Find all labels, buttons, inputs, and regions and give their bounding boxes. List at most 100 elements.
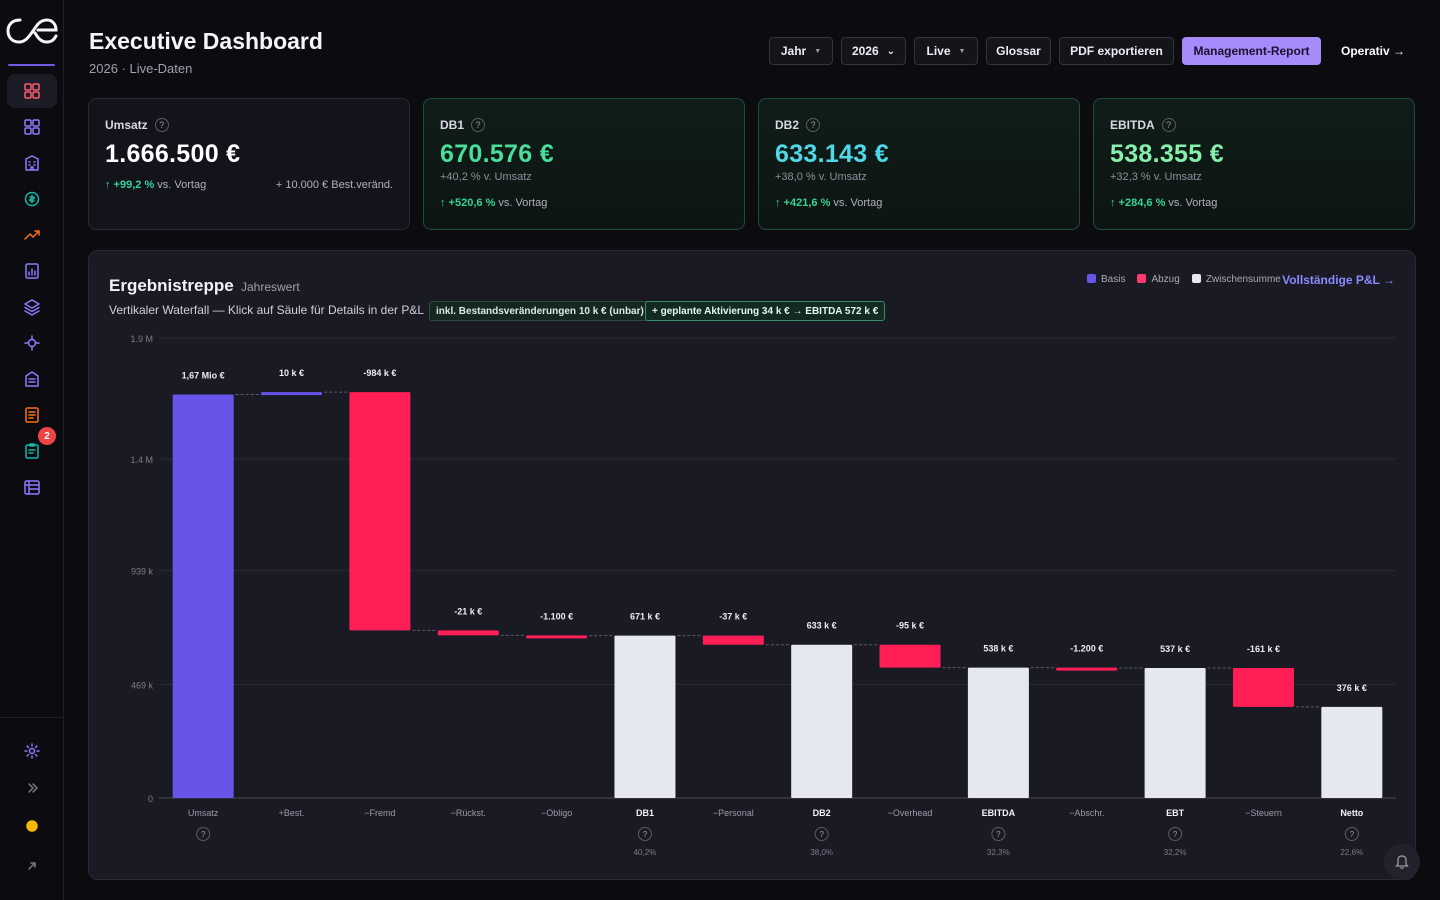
bar-value-label: -95 k €	[896, 621, 924, 631]
page-title: Executive Dashboard	[89, 28, 323, 54]
layers-icon	[24, 299, 40, 316]
caret-down-icon: ▼	[814, 47, 822, 55]
waterfall-bar-overhead[interactable]	[879, 644, 941, 668]
kpi-trend: ↑ +284,6 % vs. Vortag	[1110, 197, 1217, 209]
year-select[interactable]: 2026 ⌄	[841, 37, 906, 65]
kpi-label-text: Umsatz	[105, 118, 148, 132]
trend-percent: ↑ +284,6 %	[1110, 197, 1166, 209]
sidebar-item-trending-up[interactable]	[7, 218, 57, 252]
sidebar-external-link-button[interactable]	[7, 849, 57, 883]
bar-value-label: 537 k €	[1160, 644, 1190, 654]
waterfall-bar-umsatz[interactable]	[172, 394, 234, 798]
sidebar-item-dashboard[interactable]	[7, 74, 57, 108]
kpi-card-umsatz[interactable]: Umsatz? 1.666.500 € ↑ +99,2 % vs. Vortag…	[88, 98, 410, 230]
sidebar-item-clipboard[interactable]: 2	[7, 427, 57, 468]
external-link-icon	[28, 862, 36, 870]
kpi-sub: +32,3 % v. Umsatz	[1110, 171, 1202, 183]
help-icon[interactable]: ?	[471, 118, 486, 132]
brand-logo[interactable]	[6, 16, 58, 46]
x-category-label: EBT	[1166, 808, 1185, 818]
kpi-trend: ↑ +421,6 % vs. Vortag	[775, 197, 882, 209]
bar-value-label: -1.200 €	[1070, 644, 1103, 654]
trend-percent: ↑ +520,6 %	[440, 197, 496, 209]
bar-percent-label: 22,6%	[1340, 848, 1363, 857]
kpi-card-db2[interactable]: DB2? 633.143 € +38,0 % v. Umsatz ↑ +421,…	[758, 98, 1080, 230]
sidebar-item-coin[interactable]	[7, 182, 57, 216]
help-icon[interactable]: ?	[806, 118, 821, 132]
waterfall-bar-db2[interactable]	[791, 644, 853, 798]
waterfall-bar-personal[interactable]	[702, 635, 764, 645]
help-icon[interactable]	[1168, 827, 1183, 841]
sidebar-item-document-list[interactable]	[7, 398, 57, 432]
trend-percent: ↑ +99,2 %	[105, 179, 155, 191]
help-icon[interactable]	[1344, 827, 1359, 841]
waterfall-bar-best[interactable]	[261, 392, 323, 396]
waterfall-bar-db1[interactable]	[614, 635, 676, 798]
waterfall-bar-ebt[interactable]	[1144, 667, 1206, 798]
data-mode-select[interactable]: Live ▼	[914, 37, 978, 65]
help-icon[interactable]	[196, 827, 211, 841]
chevron-down-icon: ⌄	[886, 45, 896, 57]
full-pl-link[interactable]: Vollständige P&L →	[1282, 273, 1395, 287]
period-type-select[interactable]: Jahr ▼	[769, 37, 833, 65]
trend-text: vs. Vortag	[498, 197, 548, 209]
management-report-button[interactable]: Management-Report	[1182, 37, 1321, 65]
legend-item-abzug: Abzug	[1137, 274, 1180, 285]
chart-legend: Basis Abzug Zwischensumme	[1087, 274, 1281, 285]
waterfall-bar-fremd[interactable]	[349, 392, 411, 631]
kpi-label-text: DB2	[775, 118, 800, 132]
help-icon[interactable]	[814, 827, 829, 841]
sidebar-item-layers[interactable]	[7, 290, 57, 324]
help-icon[interactable]: ?	[1161, 118, 1176, 132]
y-tick-label: 469 k	[131, 680, 154, 690]
help-icon-glyph: ?	[643, 830, 648, 839]
sidebar-item-report-chart[interactable]	[7, 254, 57, 288]
dashboard-icon	[24, 83, 40, 99]
sidebar-item-dollar-network[interactable]	[7, 326, 57, 360]
help-icon[interactable]	[991, 827, 1006, 841]
waterfall-bar-steuern[interactable]	[1232, 667, 1294, 707]
waterfall-bar-obligo[interactable]	[526, 635, 588, 639]
trend-text: vs. Vortag	[157, 179, 207, 191]
bar-percent-label: 38,0%	[810, 848, 833, 857]
panel-subtitle: Vertikaler Waterfall — Klick auf Säule f…	[109, 303, 425, 317]
waterfall-bar-abschr[interactable]	[1056, 667, 1118, 671]
bar-value-label: 376 k €	[1337, 683, 1367, 693]
aktivierung-chip[interactable]: + geplante Aktivierung 34 k € → EBITDA 5…	[645, 301, 886, 321]
waterfall-bar-ebitda[interactable]	[967, 667, 1029, 798]
sidebar-item-calendar-grid[interactable]	[7, 470, 57, 504]
sidebar: 2	[0, 0, 64, 900]
help-icon[interactable]: ?	[154, 118, 169, 132]
bar-value-label: -1.100 €	[540, 611, 573, 621]
trend-text: vs. Vortag	[833, 197, 883, 209]
sidebar-item-building[interactable]	[7, 146, 57, 180]
waterfall-chart: 0 469 k 939 k 1.4 M 1.9 M 1,67 Mio € Umsatz? 10…	[130, 334, 1396, 857]
waterfall-bar-netto[interactable]	[1321, 706, 1383, 798]
kpi-label-text: EBITDA	[1110, 118, 1155, 132]
trend-text: vs. Vortag	[1168, 197, 1218, 209]
kpi-sub: +38,0 % v. Umsatz	[775, 171, 867, 183]
kpi-card-ebitda[interactable]: EBITDA? 538.355 € +32,3 % v. Umsatz ↑ +2…	[1093, 98, 1415, 230]
sidebar-item-grid[interactable]	[7, 110, 57, 144]
operativ-link[interactable]: Operativ →	[1340, 44, 1406, 58]
y-tick-label: 939 k	[131, 567, 154, 577]
sidebar-settings-button[interactable]	[7, 734, 57, 768]
help-icon-glyph: ?	[1173, 830, 1178, 839]
notifications-bell-icon[interactable]	[1384, 844, 1420, 880]
sidebar-expand-chevrons-button[interactable]	[7, 771, 57, 805]
document-list-icon	[25, 407, 39, 423]
x-category-label: −Fremd	[364, 808, 395, 818]
pdf-export-button[interactable]: PDF exportieren	[1059, 37, 1174, 65]
waterfall-bar-rckst[interactable]	[437, 630, 499, 636]
kpi-sub: +40,2 % v. Umsatz	[440, 171, 532, 183]
calendar-grid-icon	[24, 480, 40, 495]
help-icon[interactable]	[637, 827, 652, 841]
sidebar-theme-sun-button[interactable]	[7, 809, 57, 843]
panel-title-note: Jahreswert	[241, 280, 300, 294]
bar-value-label: -37 k €	[719, 612, 747, 622]
kpi-card-db1[interactable]: DB1? 670.576 € +40,2 % v. Umsatz ↑ +520,…	[423, 98, 745, 230]
sidebar-item-bank[interactable]	[7, 362, 57, 396]
glossar-button[interactable]: Glossar	[986, 37, 1051, 65]
x-category-label: −Obligo	[541, 808, 572, 818]
x-category-label: DB1	[636, 808, 654, 818]
